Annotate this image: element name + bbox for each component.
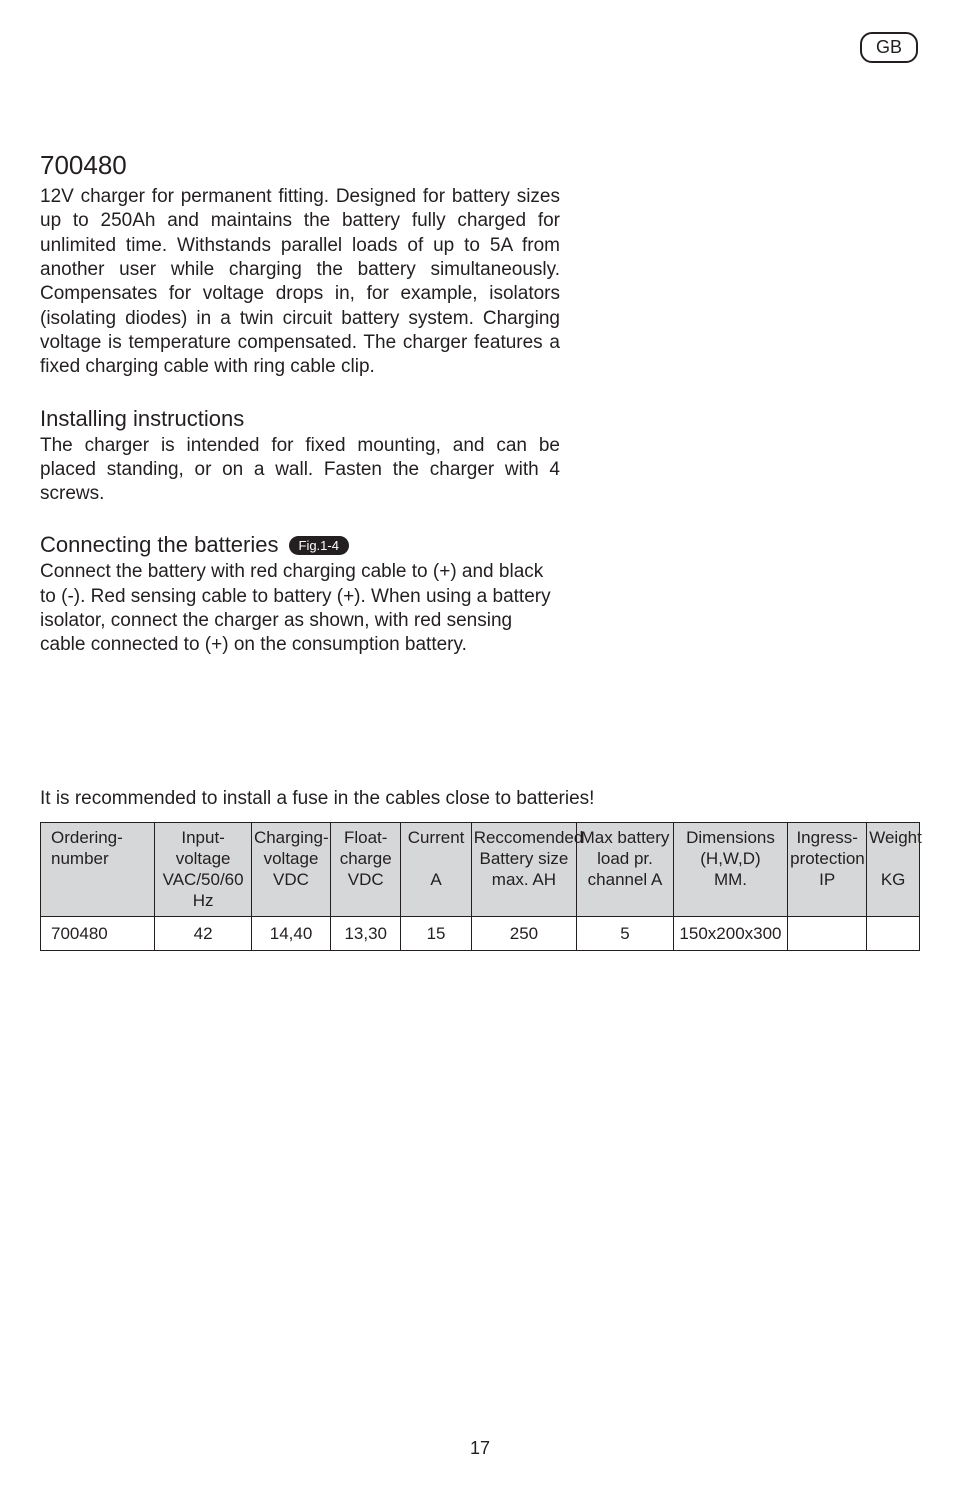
installing-title: Installing instructions <box>40 406 560 432</box>
table-cell: 13,30 <box>331 916 401 950</box>
table-header: Ordering-number <box>41 822 155 916</box>
product-code: 700480 <box>40 150 560 181</box>
table-header: Dimensions(H,W,D)MM. <box>673 822 787 916</box>
table-header: Charging-voltageVDC <box>251 822 330 916</box>
figure-badge: Fig.1-4 <box>289 536 349 555</box>
table-header: Current A <box>401 822 471 916</box>
table-header: ReccomendedBattery sizemax. AH <box>471 822 576 916</box>
table-cell <box>867 916 920 950</box>
connecting-title: Connecting the batteries <box>40 532 279 558</box>
table-cell: 700480 <box>41 916 155 950</box>
intro-paragraph: 12V charger for permanent fitting. Desig… <box>40 185 560 380</box>
table-header: Ingress-protectionIP <box>788 822 867 916</box>
table-cell: 5 <box>577 916 674 950</box>
table-cell: 250 <box>471 916 576 950</box>
table-header: Float-chargeVDC <box>331 822 401 916</box>
installing-body: The charger is intended for fixed mounti… <box>40 434 560 507</box>
table-cell: 15 <box>401 916 471 950</box>
spec-table: Ordering-number Input-voltageVAC/50/60 H… <box>40 822 920 951</box>
table-cell: 14,40 <box>251 916 330 950</box>
table-header: Max batteryload pr.channel A <box>577 822 674 916</box>
table-header: Weight KG <box>867 822 920 916</box>
table-cell: 42 <box>155 916 252 950</box>
page-number: 17 <box>0 1438 960 1459</box>
country-badge: GB <box>860 32 918 63</box>
connecting-body: Connect the battery with red charging ca… <box>40 560 560 657</box>
fuse-note: It is recommended to install a fuse in t… <box>40 788 920 810</box>
table-cell <box>788 916 867 950</box>
text-column: 700480 12V charger for permanent fitting… <box>40 150 560 658</box>
table-cell: 150x200x300 <box>673 916 787 950</box>
table-header: Input-voltageVAC/50/60 Hz <box>155 822 252 916</box>
